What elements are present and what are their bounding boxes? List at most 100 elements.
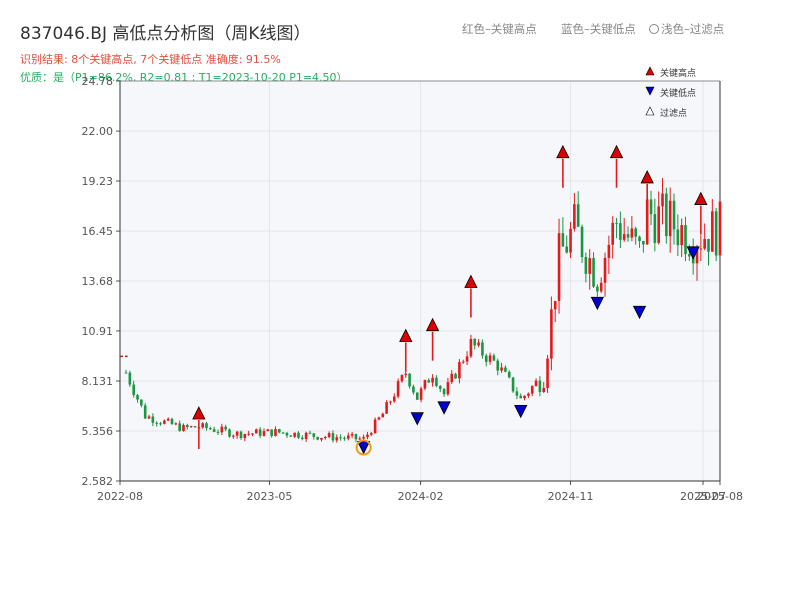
candle-body — [316, 436, 319, 440]
candle-body — [362, 436, 365, 439]
candle-body — [255, 429, 258, 434]
candle-body — [442, 388, 446, 395]
candle-body — [565, 246, 569, 253]
candle-body — [718, 201, 722, 256]
candle-body — [469, 338, 473, 357]
candle-body — [392, 396, 396, 402]
candle-body — [688, 254, 691, 257]
candle-body — [262, 431, 266, 436]
key-high-marker — [640, 170, 654, 184]
candle-body — [174, 423, 178, 425]
candle-body — [143, 405, 147, 419]
y-tick-label: 19.23 — [82, 175, 114, 188]
candle-body — [703, 239, 706, 249]
candle-body — [496, 360, 500, 371]
key-low-marker — [410, 412, 424, 426]
candle-body — [243, 433, 247, 439]
candle-body — [400, 375, 404, 382]
candle-body — [676, 229, 680, 246]
candle-body — [557, 233, 561, 301]
candle-body — [415, 392, 419, 400]
candle-body — [603, 257, 607, 283]
candle-body — [304, 432, 308, 439]
candle-body — [530, 386, 534, 394]
candle-body — [124, 372, 128, 374]
candle-body — [297, 432, 300, 438]
x-tick-label: 2025-07 — [680, 490, 726, 503]
ring-icon — [649, 24, 659, 34]
legend-filtered-icon — [645, 106, 655, 116]
candle-body — [412, 386, 415, 393]
candle-body — [638, 236, 641, 241]
candle-body — [626, 234, 630, 238]
candle-body — [622, 234, 626, 240]
candle-body — [404, 373, 408, 376]
candle-body — [573, 204, 576, 229]
candle-body — [488, 355, 492, 362]
candle-body — [339, 437, 342, 439]
key-low-marker — [686, 246, 700, 260]
candle-body — [186, 424, 189, 428]
candle-body — [711, 211, 714, 252]
candle-body — [588, 258, 592, 274]
recognition-result-text: 识别结果: 8个关键高点, 7个关键低点 准确度: 91.5% — [20, 53, 281, 66]
top-legend-light-label: 浅色–过滤点 — [661, 22, 725, 36]
candle-body — [707, 239, 710, 252]
candle-body — [523, 395, 526, 399]
candle-body — [320, 437, 323, 440]
top-legend-red: 红色–关键高点 — [462, 22, 537, 36]
filtered-point-ring — [355, 439, 372, 456]
key-low-marker — [590, 296, 605, 311]
candle-body — [151, 416, 155, 423]
y-tick-label: 10.91 — [82, 325, 114, 338]
candle-body — [346, 435, 350, 439]
y-tick-label: 2.582 — [82, 475, 114, 488]
candle-body — [247, 433, 250, 435]
candle-body — [511, 377, 515, 392]
candle-body — [312, 433, 316, 437]
candle-body — [477, 342, 480, 346]
top-legend-light: 浅色–过滤点 — [649, 21, 724, 37]
candle-body — [373, 419, 377, 434]
chart-title: 837046.BJ 高低点分析图（周K线图） — [20, 24, 311, 44]
candle-body — [515, 391, 519, 396]
candle-body — [561, 233, 565, 247]
candle-body — [323, 437, 327, 439]
candle-body — [507, 371, 511, 378]
key-high-marker — [609, 144, 624, 159]
candle-body — [389, 401, 392, 403]
candle-body — [534, 380, 538, 387]
candle-body — [178, 423, 181, 431]
candle-body — [232, 435, 235, 437]
candle-body — [642, 240, 645, 245]
candle-body — [170, 418, 174, 425]
candle-body — [216, 431, 220, 433]
candle-body — [419, 388, 423, 400]
candle-body — [680, 225, 683, 246]
candle-body — [619, 223, 622, 240]
y-tick-label: 16.45 — [82, 225, 114, 238]
candle-body — [461, 361, 465, 363]
key-high-marker — [694, 191, 708, 205]
candle-body — [423, 380, 427, 389]
candle-body — [592, 258, 595, 287]
candle-body — [465, 356, 469, 362]
candle-body — [335, 437, 339, 441]
candle-body — [128, 372, 132, 385]
candle-body — [665, 193, 668, 237]
candle-body — [473, 338, 477, 346]
key-high-marker — [556, 144, 570, 159]
candle-body — [132, 384, 135, 396]
candle-body — [492, 355, 496, 361]
candle-body — [159, 423, 162, 425]
candle-body — [343, 437, 346, 439]
candle-body — [553, 300, 557, 310]
candle-body — [438, 386, 442, 389]
x-tick-label: 2022-08 — [97, 490, 143, 503]
candle-body — [684, 225, 687, 255]
key-low-marker — [632, 305, 647, 320]
y-tick-label: 5.356 — [82, 425, 114, 438]
candle-body — [454, 373, 457, 379]
candle-body — [147, 416, 151, 419]
candle-body — [235, 431, 239, 436]
